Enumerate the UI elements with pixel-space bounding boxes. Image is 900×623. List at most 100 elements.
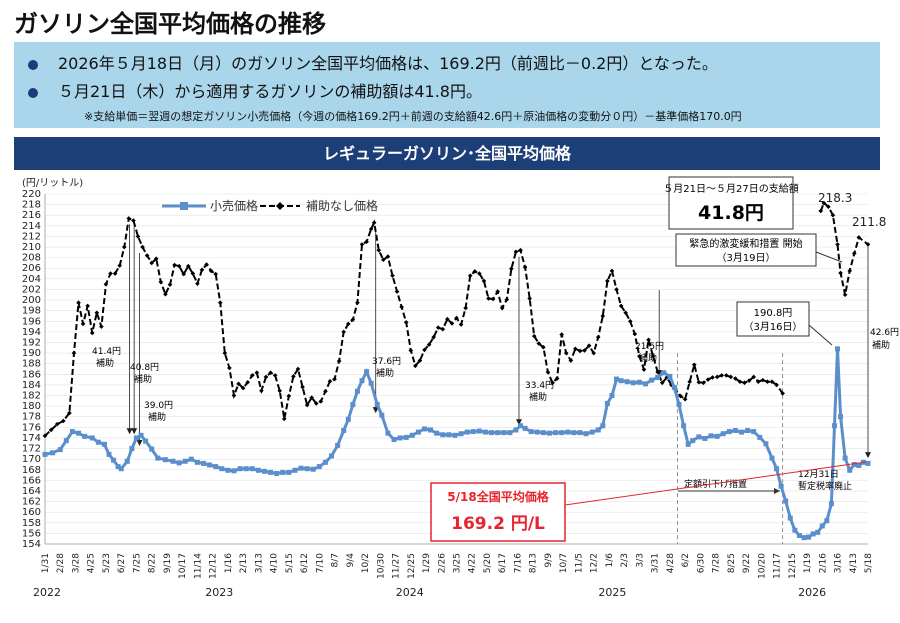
retail-point <box>69 429 75 435</box>
unsub-point <box>682 396 688 402</box>
legend-unsub-marker <box>276 202 284 210</box>
unsub-point <box>705 377 711 382</box>
unsub-point <box>140 244 145 250</box>
retail-point <box>364 369 370 375</box>
unsub-point <box>486 296 491 301</box>
year-labels: 2022 2023 2024 2025 2026 <box>33 586 826 599</box>
x-tick-label: 8/25 <box>727 553 737 573</box>
retail-point <box>143 438 149 444</box>
y-tick-label: 164 <box>22 486 41 497</box>
x-tick-label: 4/22 <box>468 553 478 573</box>
y-tick-label: 190 <box>22 348 41 359</box>
retail-point <box>458 431 464 437</box>
retail-point <box>379 412 385 418</box>
unsub-point <box>573 346 578 352</box>
retail-point <box>720 431 726 437</box>
retail-point <box>188 456 194 462</box>
y-tick-label: 192 <box>22 337 41 348</box>
sub-42-6-label: 42.6円 <box>870 327 899 338</box>
unsub-point <box>554 376 560 381</box>
unsub-point <box>176 263 182 269</box>
retail-point <box>286 469 292 475</box>
x-tick-label: 10/2 <box>361 553 371 573</box>
unsub-point <box>490 296 496 302</box>
unsub-point <box>591 350 596 356</box>
x-tick-label: 9/9 <box>544 553 554 568</box>
retail-point <box>801 535 807 541</box>
retail-point <box>182 458 188 464</box>
x-tick-label: 5/20 <box>483 553 493 573</box>
retail-point <box>464 429 470 435</box>
unsub-point <box>821 200 827 206</box>
retail-point <box>57 447 63 453</box>
retail-point <box>815 529 821 535</box>
emergency-measure-box <box>675 233 817 267</box>
retail-point <box>614 376 620 382</box>
retail-point <box>82 433 88 439</box>
bullet-dot-icon <box>28 59 38 70</box>
x-tick-label: 12/15 <box>788 553 798 579</box>
retail-point <box>421 426 427 432</box>
unsub-point <box>336 358 342 364</box>
retail-point <box>831 423 837 429</box>
unsub-point <box>422 347 427 353</box>
x-tick-label: 5/15 <box>285 553 295 573</box>
unsub-point <box>213 271 218 277</box>
x-tick-label: 2/3 <box>620 553 630 567</box>
x-tick-label: 3/16 <box>834 553 844 573</box>
unsub-point <box>559 332 564 337</box>
retail-point <box>409 432 415 438</box>
unsub-point <box>281 416 287 422</box>
retail-point <box>528 429 534 435</box>
x-tick-label: 11/14 <box>193 553 203 579</box>
unsub-point <box>99 324 104 329</box>
retail-point <box>118 466 124 472</box>
unsub-point <box>865 242 871 247</box>
unsub-point <box>701 380 706 386</box>
x-tick-label: 4/28 <box>666 553 676 573</box>
unsub-point <box>518 247 523 253</box>
retail-point <box>111 457 117 463</box>
retail-point <box>745 428 751 434</box>
unsub-point <box>195 281 200 286</box>
x-tick-label: 11/17 <box>773 553 783 579</box>
x-tick-label: 3/28 <box>71 553 81 573</box>
annotations: ５月21日～５月27日の支給額 41.8円 緊急的激変緩和措置 開始 （3月19… <box>92 176 899 542</box>
retail-point <box>583 431 589 437</box>
unsub-point <box>313 401 319 406</box>
unsub-point <box>467 273 473 278</box>
retail-series-line <box>44 348 869 540</box>
retail-point <box>446 432 452 438</box>
unsub-point <box>431 334 436 340</box>
x-tick-label: 3/31 <box>651 553 661 573</box>
unsub-point <box>371 220 377 225</box>
retail-point <box>522 425 528 431</box>
unsub-point <box>445 316 450 322</box>
x-tick-label: 6/12 <box>300 553 310 573</box>
y-tick-label: 186 <box>22 369 41 380</box>
retail-point <box>787 515 793 521</box>
retail-point <box>778 483 784 489</box>
retail-point <box>50 450 56 456</box>
x-tick-label: 7/10 <box>315 553 325 573</box>
unsub-point <box>818 208 824 214</box>
y-tick-label: 202 <box>22 284 41 295</box>
bullet-dot-icon <box>28 87 38 98</box>
unsub-point <box>385 254 391 259</box>
unsub-point <box>760 377 766 383</box>
retail-point <box>219 466 225 472</box>
retail-point <box>600 423 606 429</box>
unsub-point <box>481 278 487 284</box>
unsub-point <box>190 271 196 276</box>
y-tick-label: 208 <box>22 253 41 264</box>
x-tick-label: 7/25 <box>132 553 142 573</box>
unsub-point <box>323 388 328 394</box>
unsub-point <box>399 304 404 310</box>
unsub-point <box>678 393 683 399</box>
retail-point <box>162 457 168 463</box>
y-tick-label: 178 <box>22 412 41 423</box>
spike-leader-line <box>808 324 833 346</box>
retail-point <box>774 466 780 472</box>
subsidy-arrowhead-icon <box>515 419 522 426</box>
unsub-point <box>60 418 66 424</box>
